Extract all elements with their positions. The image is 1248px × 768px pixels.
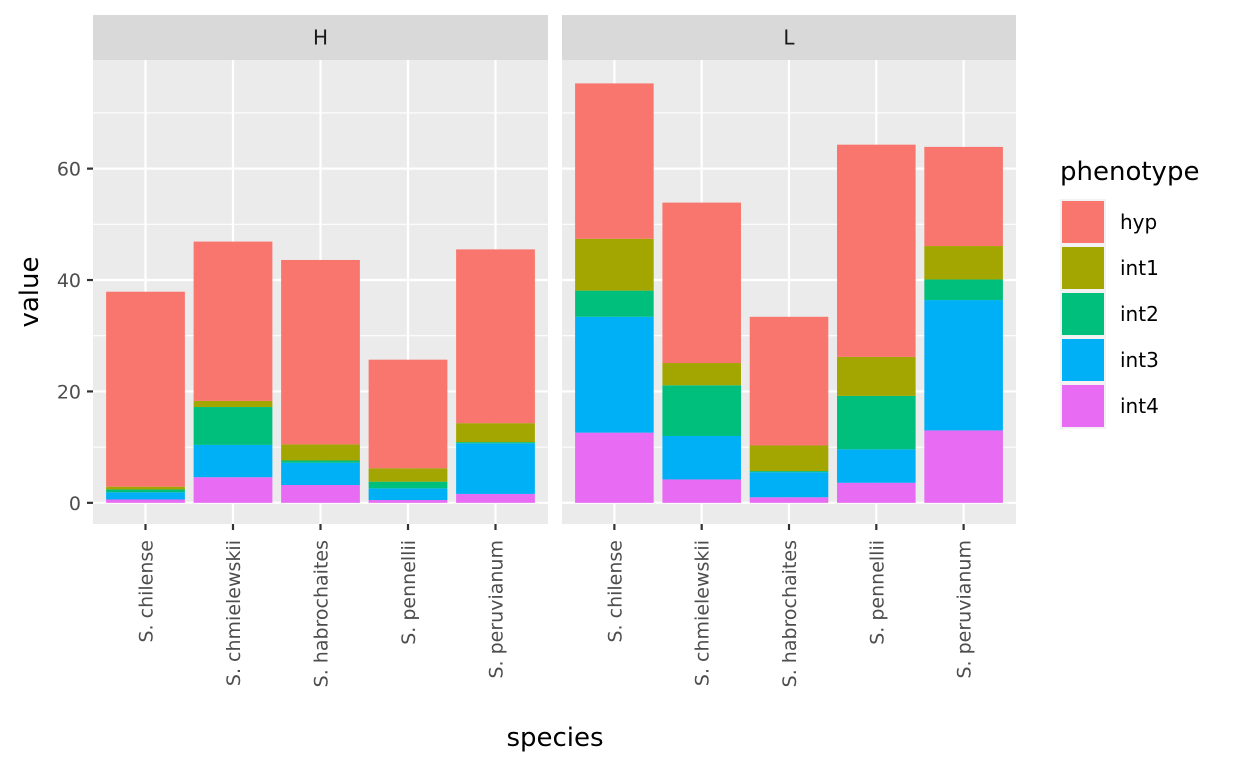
legend-swatch-int4 <box>1062 385 1104 427</box>
x-tick-label: S. pennellii <box>866 540 888 645</box>
bar-l-s-pennellii-hyp <box>837 144 916 357</box>
legend-label-int4: int4 <box>1120 394 1159 418</box>
bar-l-s-chilense-int3 <box>575 316 654 433</box>
bar-h-s-habrochaites-int1 <box>281 444 360 461</box>
bar-l-s-pennellii-int3 <box>837 449 916 483</box>
bar-h-s-peruvianum-int4 <box>456 493 535 503</box>
bar-l-s-habrochaites-int4 <box>749 497 829 503</box>
facet-strip-label: H <box>313 26 328 50</box>
bar-h-s-chilense-int2 <box>106 489 185 493</box>
legend-label-int1: int1 <box>1120 256 1159 280</box>
legend-swatch-int1 <box>1062 247 1104 289</box>
y-tick-label: 40 <box>57 270 81 292</box>
facet-strip-label: L <box>783 26 795 50</box>
bar-h-s-habrochaites-int3 <box>281 462 360 486</box>
bar-l-s-chmielewskii-int4 <box>662 479 741 503</box>
x-tick-label: S. chilense <box>136 540 158 643</box>
bar-l-s-peruvianum-hyp <box>924 146 1003 247</box>
x-tick-label: S. chilense <box>604 540 626 643</box>
bar-h-s-peruvianum-int1 <box>456 423 535 443</box>
legend-swatch-hyp <box>1062 201 1104 243</box>
x-axis-title: species <box>506 723 603 753</box>
bar-l-s-pennellii-int4 <box>837 482 916 503</box>
x-tick-label: S. habrochaites <box>311 540 333 687</box>
legend-title: phenotype <box>1060 157 1199 187</box>
bar-l-s-habrochaites-int2 <box>749 471 829 473</box>
bar-h-s-chmielewskii-int3 <box>193 444 273 478</box>
bar-h-s-habrochaites-int2 <box>281 460 360 463</box>
bar-h-s-pennellii-int4 <box>368 500 448 503</box>
bar-l-s-chmielewskii-int1 <box>662 363 741 386</box>
facet-panel-l: L S. chilense S. chmielewskii S. habrochait… <box>562 15 1016 687</box>
x-tick-label: S. chmielewskii <box>223 540 245 686</box>
facet-panel-h: H S. chilense S. chmielewskii S. habrochait… <box>93 15 548 687</box>
legend-label-hyp: hyp <box>1120 210 1157 234</box>
bar-l-s-peruvianum-int4 <box>924 430 1003 503</box>
bar-h-s-chmielewskii-int2 <box>193 407 273 445</box>
bar-h-s-chilense-int4 <box>106 499 185 503</box>
bar-l-s-chilense-hyp <box>575 83 654 239</box>
legend-label-int2: int2 <box>1120 302 1159 326</box>
y-tick-label: 60 <box>57 159 81 181</box>
bar-l-s-pennellii-int1 <box>837 356 916 396</box>
bar-l-s-peruvianum-int2 <box>924 279 1003 301</box>
y-tick-label: 0 <box>69 493 81 515</box>
facet-strip <box>93 15 548 60</box>
x-tick-label: S. peruvianum <box>954 540 976 679</box>
bar-h-s-chilense-int3 <box>106 492 185 500</box>
x-tick-label: S. peruvianum <box>486 540 508 679</box>
bar-l-s-chilense-int1 <box>575 238 654 291</box>
facet-strip <box>562 15 1016 60</box>
bar-h-s-chmielewskii-int4 <box>193 477 273 503</box>
bar-l-s-peruvianum-int1 <box>924 246 1003 280</box>
bar-h-s-peruvianum-int3 <box>456 443 535 494</box>
legend-label-int3: int3 <box>1120 348 1159 372</box>
bar-l-s-chmielewskii-int2 <box>662 385 741 436</box>
bar-h-s-chilense-int1 <box>106 486 185 490</box>
bar-h-s-habrochaites-hyp <box>281 259 360 445</box>
bar-h-s-pennellii-int3 <box>368 488 448 501</box>
bar-h-s-chmielewskii-int1 <box>193 400 273 408</box>
bar-h-s-pennellii-int2 <box>368 481 448 489</box>
bar-l-s-pennellii-int2 <box>837 395 916 450</box>
x-tick-label: S. pennellii <box>398 540 420 645</box>
bar-l-s-habrochaites-int3 <box>749 472 829 498</box>
bar-h-s-habrochaites-int4 <box>281 485 360 503</box>
bar-h-s-peruvianum-hyp <box>456 249 535 424</box>
bar-l-s-peruvianum-int3 <box>924 300 1003 431</box>
bar-h-s-chilense-hyp <box>106 291 185 487</box>
bar-h-s-pennellii-int1 <box>368 468 448 482</box>
legend: phenotype hyp int1 int2 int3 int4 <box>1060 157 1199 429</box>
y-axis-title: value <box>15 256 45 327</box>
bar-l-s-habrochaites-hyp <box>749 316 829 446</box>
bar-h-s-chmielewskii-hyp <box>193 241 273 401</box>
bar-l-s-chmielewskii-int3 <box>662 435 741 480</box>
bar-l-s-chilense-int4 <box>575 432 654 503</box>
y-tick-label: 20 <box>57 381 81 403</box>
y-axis: 0 20 40 60 <box>57 159 93 515</box>
bar-l-s-chilense-int2 <box>575 290 654 317</box>
bar-l-s-chmielewskii-hyp <box>662 202 741 364</box>
bar-h-s-pennellii-hyp <box>368 359 448 469</box>
x-tick-label: S. habrochaites <box>779 540 801 687</box>
x-tick-label: S. chmielewskii <box>692 540 714 686</box>
bar-h-s-peruvianum-int2 <box>456 442 535 444</box>
bar-l-s-habrochaites-int1 <box>749 445 829 472</box>
legend-swatch-int3 <box>1062 339 1104 381</box>
legend-swatch-int2 <box>1062 293 1104 335</box>
